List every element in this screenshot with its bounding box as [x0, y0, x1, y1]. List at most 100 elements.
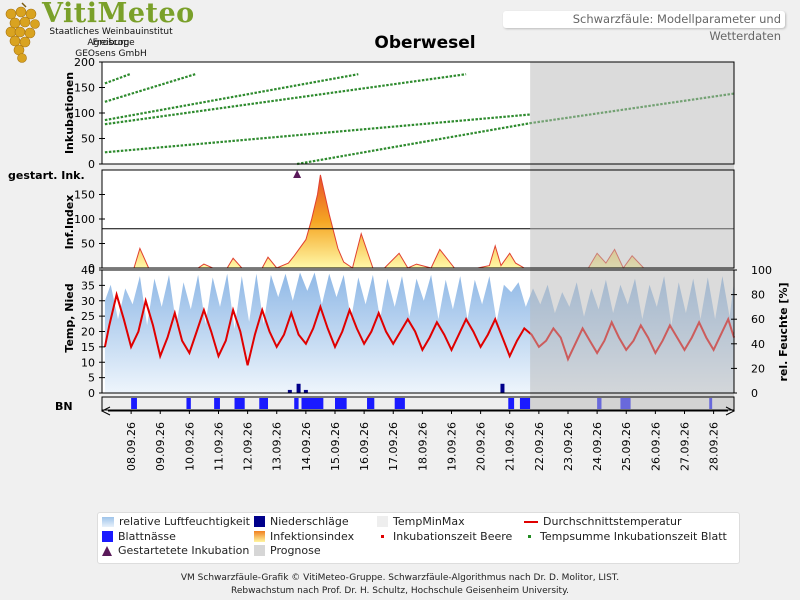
legend-label: Infektionsindex	[270, 530, 355, 543]
infection-tick-label: 50	[81, 238, 95, 251]
legend-item-started-incubation: Gestartetete Inkubation	[102, 544, 249, 557]
legend-label: Prognose	[270, 544, 321, 557]
legend-item-precipitation: Niederschläge	[254, 515, 349, 528]
humidity-tick-label: 100	[751, 264, 772, 277]
chart-area: 0501001502000501001500510152025303540020…	[8, 56, 790, 471]
infection-tick-label: 0	[88, 262, 95, 275]
bn-axis-label: BN	[55, 400, 73, 413]
legend-item-tempminmax: TempMinMax	[377, 515, 465, 528]
weather-tick-label: 5	[88, 372, 95, 385]
logo-line-3: GEOsens GmbH	[75, 49, 147, 59]
legend-label: relative Luftfeuchtigkeit	[119, 515, 250, 528]
legend-item-incubation-leaf: Tempsumme Inkubationszeit Blatt	[524, 530, 727, 543]
legend-label: Blattnässe	[118, 530, 176, 543]
logo-line-1: Staatliches Weinbauinstitut Freiburg	[49, 27, 173, 48]
legend-label: Tempsumme Inkubationszeit Blatt	[540, 530, 727, 543]
logo: VitiMeteo Staatliches Weinbauinstitut Fr…	[2, 0, 194, 64]
x-tick-label: 14.09.26	[300, 422, 313, 471]
x-tick-label: 15.09.26	[329, 422, 342, 471]
x-tick-label: 28.09.26	[708, 422, 721, 471]
x-tick-label: 10.09.26	[183, 422, 196, 471]
infection-axis-label: Inf.Index	[63, 195, 76, 250]
x-tick-label: 12.09.26	[242, 422, 255, 471]
x-tick-label: 09.09.26	[154, 422, 167, 471]
chart-banner: Schwarzfäule: Modellparameter und Wetter…	[503, 11, 785, 43]
x-tick-label: 08.09.26	[125, 422, 138, 471]
infection-tick-label: 150	[74, 189, 95, 202]
humidity-tick-label: 60	[751, 313, 765, 326]
bn-panel-border	[101, 396, 735, 411]
x-tick-label: 25.09.26	[620, 422, 633, 471]
tempminmax-swatch-icon	[377, 516, 388, 527]
x-tick-label: 27.09.26	[678, 422, 691, 471]
weather-tick-label: 40	[81, 264, 95, 277]
x-tick-label: 22.09.26	[533, 422, 546, 471]
scroll-right-arrow-icon	[725, 406, 736, 416]
incubation-tick-label: 200	[74, 56, 95, 69]
weather-tick-label: 0	[88, 387, 95, 400]
legend-item-avg-temperature: Durchschnittstemperatur	[524, 515, 682, 528]
incubation-tick-label: 100	[74, 107, 95, 120]
temperature-line-icon	[524, 520, 538, 523]
red-dot-icon	[381, 535, 384, 538]
scroll-left-arrow-icon	[100, 406, 111, 416]
precipitation-bar	[296, 383, 301, 393]
humidity-tick-label: 20	[751, 362, 765, 375]
leaf-wetness-bar	[234, 398, 245, 409]
humidity-tick-label: 0	[751, 387, 758, 400]
legend-item-forecast: Prognose	[254, 544, 321, 557]
footer-line-2: Rebwachstum nach Prof. Dr. H. Schultz, H…	[231, 586, 569, 596]
x-tick-label: 13.09.26	[271, 422, 284, 471]
green-dot-icon	[528, 535, 531, 538]
incubation-series-5	[104, 113, 531, 154]
legend-item-infection-index: Infektionsindex	[254, 530, 354, 543]
legend-label: Durchschnittstemperatur	[543, 515, 682, 528]
started-incubation-axis-label: gestart. Ink.	[8, 169, 85, 182]
legend-item-leaf-wetness: Blattnässe	[102, 530, 176, 543]
station-title: Oberwesel	[374, 33, 476, 53]
legend-item-humidity: relative Luftfeuchtigkeit	[102, 515, 250, 528]
forecast-overlay	[530, 62, 734, 410]
x-tick-label: 24.09.26	[591, 422, 604, 471]
weather-tick-label: 30	[81, 295, 95, 308]
footer-line-1: VM Schwarzfäule-Grafik © VitiMeteo-Grupp…	[180, 573, 620, 583]
precipitation-bar	[500, 383, 505, 393]
leaf-wetness-bar	[367, 398, 375, 409]
x-tick-label: 26.09.26	[649, 422, 662, 471]
legend-label: Gestartetete Inkubation	[118, 544, 250, 557]
leaf-wetness-bar	[186, 398, 191, 409]
leaf-wetness-bar	[334, 398, 347, 409]
weather-axis-label: Temp, Nied	[63, 283, 76, 352]
humidity-tick-label: 40	[751, 338, 765, 351]
x-tick-label: 17.09.26	[387, 422, 400, 471]
leaf-wetness-bar	[519, 398, 531, 409]
incubation-axis-label: Inkubationen	[63, 72, 76, 154]
infection-swatch-icon	[254, 531, 265, 542]
leaf-wetness-bar	[259, 398, 269, 409]
forecast-swatch-icon	[254, 545, 265, 556]
incubation-tick-label: 50	[81, 133, 95, 146]
grape-logo-icon	[5, 2, 40, 63]
x-tick-label: 23.09.26	[562, 422, 575, 471]
humidity-axis-label: rel. Feuchte [%]	[777, 283, 790, 382]
legend: relative Luftfeuchtigkeit Niederschläge …	[97, 512, 740, 564]
leaf-wetness-bar	[508, 398, 515, 409]
leaf-wetness-bar	[394, 398, 405, 409]
weather-tick-label: 15	[81, 341, 95, 354]
weather-tick-label: 35	[81, 279, 95, 292]
incubation-series-4	[104, 73, 467, 126]
incubation-series-3	[104, 73, 359, 122]
leaf-wetness-bar	[131, 398, 137, 409]
infection-tick-label: 100	[74, 213, 95, 226]
humidity-tick-label: 80	[751, 289, 765, 302]
precipitation-bar	[287, 389, 292, 393]
x-tick-label: 21.09.26	[504, 422, 517, 471]
precipitation-bar	[303, 389, 308, 393]
x-tick-label: 18.09.26	[416, 422, 429, 471]
leaf-wetness-bar	[214, 398, 220, 409]
started-incubation-marker	[293, 170, 302, 178]
leaf-wetness-bar	[294, 398, 299, 409]
weather-tick-label: 10	[81, 356, 95, 369]
logo-line-2: Agroscope	[87, 38, 135, 48]
x-tick-label: 11.09.26	[212, 422, 225, 471]
